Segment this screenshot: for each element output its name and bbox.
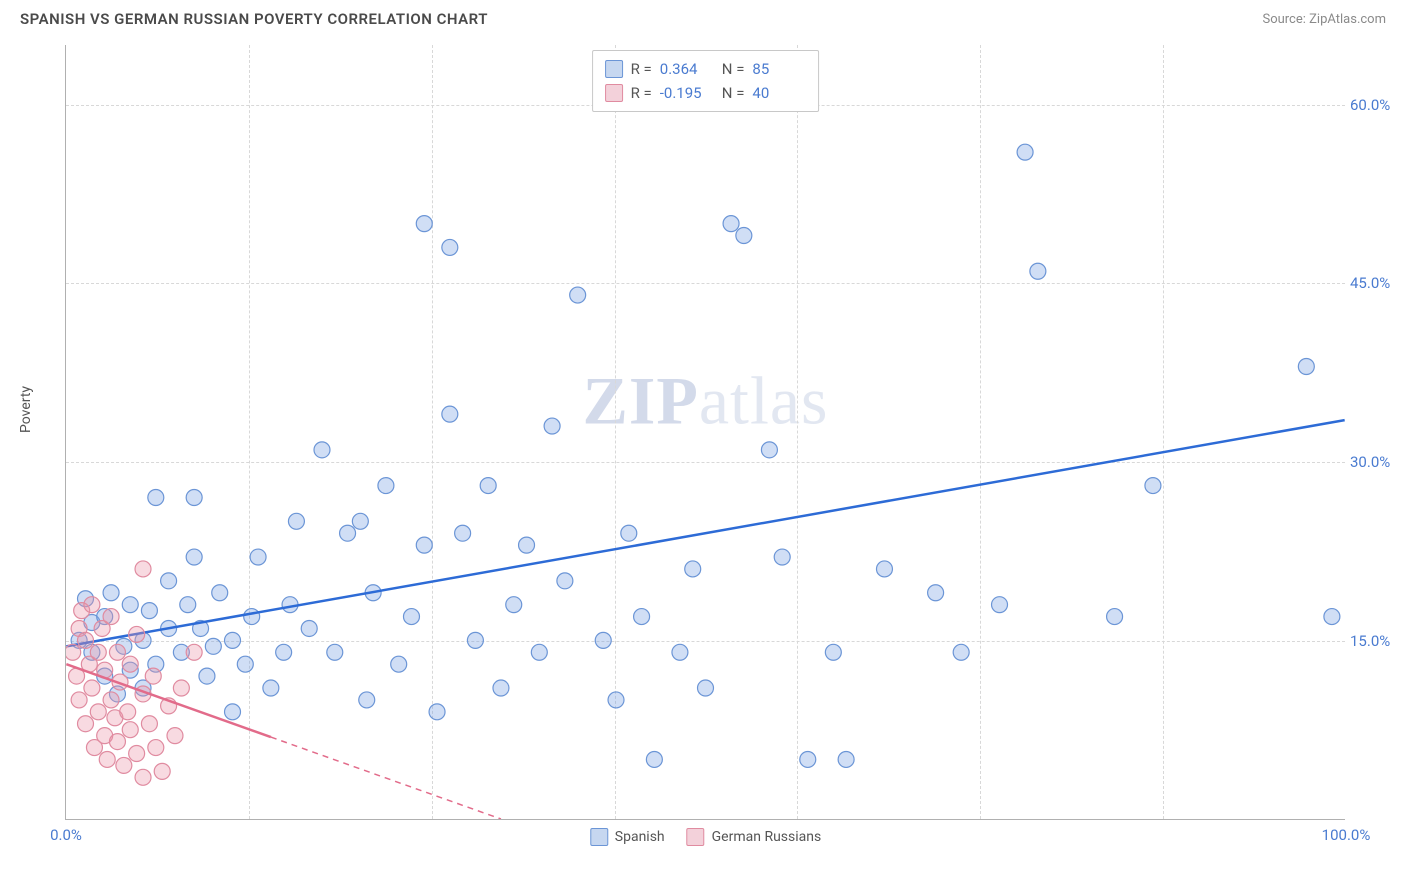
legend-label-spanish: Spanish	[615, 829, 665, 845]
source-label: Source: ZipAtlas.com	[1262, 12, 1386, 27]
r-value-spanish: 0.364	[660, 57, 714, 81]
legend-item-spanish: Spanish	[590, 828, 665, 846]
r-value-german: -0.195	[660, 81, 714, 105]
y-tick-label: 60.0%	[1350, 96, 1405, 114]
stats-row-german: R = -0.195 N = 40	[605, 81, 807, 105]
chart-container: Poverty ZIPatlas R = 0.364 N = 85 R = -0…	[50, 45, 1390, 845]
swatch-spanish	[605, 60, 623, 78]
y-tick-label: 45.0%	[1350, 274, 1405, 292]
n-value-spanish: 85	[752, 57, 806, 81]
r-label: R =	[631, 81, 652, 105]
swatch-german	[605, 84, 623, 102]
x-tick-label: 100.0%	[1322, 826, 1371, 844]
x-tick-label: 0.0%	[50, 826, 82, 844]
n-label: N =	[722, 81, 745, 105]
chart-title: SPANISH VS GERMAN RUSSIAN POVERTY CORREL…	[20, 10, 488, 28]
bottom-legend: Spanish German Russians	[590, 828, 821, 846]
y-tick-label: 30.0%	[1350, 453, 1405, 471]
y-axis-label: Poverty	[18, 386, 34, 433]
r-label: R =	[631, 57, 652, 81]
legend-item-german: German Russians	[687, 828, 822, 846]
scatter-svg	[66, 45, 1345, 819]
swatch-spanish-icon	[590, 828, 608, 846]
swatch-german-icon	[687, 828, 705, 846]
n-value-german: 40	[752, 81, 806, 105]
n-label: N =	[722, 57, 745, 81]
stats-legend: R = 0.364 N = 85 R = -0.195 N = 40	[592, 50, 820, 112]
plot-area: ZIPatlas R = 0.364 N = 85 R = -0.195 N =…	[65, 45, 1345, 820]
watermark: ZIPatlas	[583, 362, 829, 441]
legend-label-german: German Russians	[712, 829, 822, 845]
stats-row-spanish: R = 0.364 N = 85	[605, 57, 807, 81]
y-tick-label: 15.0%	[1350, 632, 1405, 650]
